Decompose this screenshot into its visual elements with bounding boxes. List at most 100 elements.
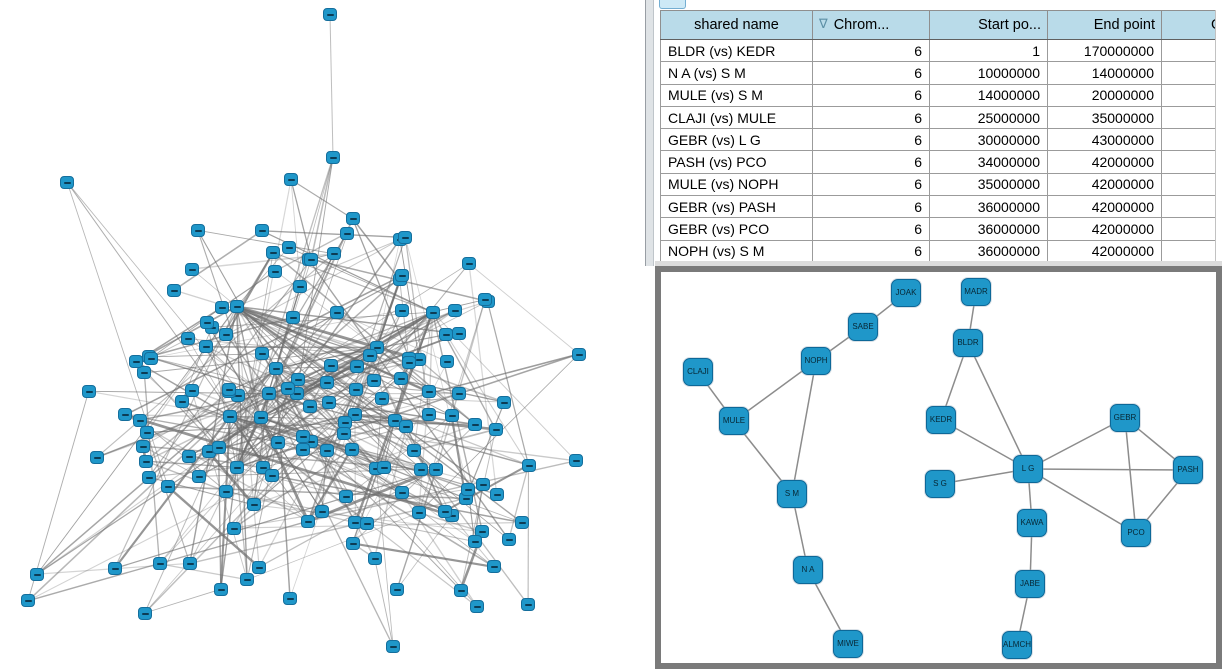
network-node-small[interactable] bbox=[137, 366, 152, 380]
network-node-small[interactable] bbox=[139, 425, 154, 439]
network-edge[interactable] bbox=[1027, 468, 1137, 534]
network-node-small[interactable] bbox=[375, 391, 390, 405]
network-node-jabe[interactable]: JABE bbox=[1015, 570, 1045, 598]
network-node-small[interactable] bbox=[226, 521, 241, 535]
network-node-small[interactable] bbox=[337, 426, 351, 440]
network-node-small[interactable] bbox=[284, 173, 298, 187]
column-header-shared-name[interactable]: shared name bbox=[660, 10, 813, 40]
network-node-small[interactable] bbox=[191, 469, 206, 483]
network-node-small[interactable] bbox=[89, 450, 104, 464]
network-node-small[interactable] bbox=[489, 487, 504, 501]
network-node-small[interactable] bbox=[81, 384, 96, 398]
network-node-small[interactable] bbox=[182, 556, 197, 570]
network-node-small[interactable] bbox=[211, 441, 226, 455]
network-node-small[interactable] bbox=[429, 462, 444, 476]
network-node-small[interactable] bbox=[254, 224, 269, 238]
network-node-small[interactable] bbox=[184, 262, 199, 276]
network-node-almch[interactable]: ALMCH bbox=[1002, 631, 1032, 659]
network-node-small[interactable] bbox=[295, 443, 310, 457]
network-node-bldr[interactable]: BLDR bbox=[953, 329, 983, 357]
network-node-s-g[interactable]: S G bbox=[925, 470, 955, 498]
network-node-small[interactable] bbox=[470, 600, 485, 614]
network-node-small[interactable] bbox=[421, 385, 436, 399]
network-node-small[interactable] bbox=[440, 355, 455, 369]
network-node-small[interactable] bbox=[339, 490, 354, 504]
network-node-small[interactable] bbox=[393, 371, 408, 385]
network-node-small[interactable] bbox=[462, 257, 476, 271]
network-node-gebr[interactable]: GEBR bbox=[1110, 404, 1140, 432]
network-node-small[interactable] bbox=[360, 516, 375, 530]
network-node-small[interactable] bbox=[304, 252, 319, 266]
network-node-joak[interactable]: JOAK bbox=[891, 279, 921, 307]
network-node-s-m[interactable]: S M bbox=[777, 480, 807, 508]
network-node-mule[interactable]: MULE bbox=[719, 407, 749, 435]
table-row[interactable]: BLDR (vs) KEDR61170000000192.0 bbox=[660, 38, 1222, 63]
network-node-kawa[interactable]: KAWA bbox=[1017, 509, 1047, 537]
network-node-small[interactable] bbox=[141, 470, 156, 484]
network-edge[interactable] bbox=[967, 342, 1029, 470]
network-node-small[interactable] bbox=[413, 462, 428, 476]
network-node-small[interactable] bbox=[301, 514, 316, 528]
network-node-small[interactable] bbox=[399, 419, 414, 433]
network-node-small[interactable] bbox=[229, 460, 244, 474]
network-node-small[interactable] bbox=[133, 413, 148, 427]
table-row[interactable]: MULE (vs) NOPH6350000004200000010.5 bbox=[660, 172, 1222, 197]
network-node-small[interactable] bbox=[350, 360, 365, 374]
table-scrollbar-track[interactable] bbox=[1215, 10, 1222, 261]
network-node-small[interactable] bbox=[488, 422, 503, 436]
network-node-small[interactable] bbox=[394, 486, 409, 500]
table-row[interactable]: CLAJI (vs) MULE625000000350000005.9 bbox=[660, 105, 1222, 130]
network-node-small[interactable] bbox=[451, 387, 466, 401]
network-node-madr[interactable]: MADR bbox=[961, 278, 991, 306]
network-node-small[interactable] bbox=[138, 454, 153, 468]
network-node-small[interactable] bbox=[407, 444, 421, 458]
network-node-small[interactable] bbox=[478, 293, 492, 307]
network-node-small[interactable] bbox=[268, 264, 283, 278]
network-node-small[interactable] bbox=[118, 408, 133, 422]
network-node-small[interactable] bbox=[60, 175, 75, 189]
network-node-small[interactable] bbox=[200, 316, 215, 330]
network-node-small[interactable] bbox=[319, 443, 334, 457]
network-node-small[interactable] bbox=[453, 583, 468, 597]
table-row[interactable]: NOPH (vs) S M636000000420000009.9 bbox=[660, 239, 1222, 263]
network-node-small[interactable] bbox=[268, 361, 283, 375]
table-row[interactable]: N A (vs) S M610000000140000006.6 bbox=[660, 61, 1222, 85]
network-node-small[interactable] bbox=[253, 410, 268, 424]
network-node-small[interactable] bbox=[190, 223, 205, 237]
network-edge[interactable] bbox=[791, 360, 817, 495]
network-node-small[interactable] bbox=[199, 340, 214, 354]
tab-fragment[interactable] bbox=[659, 0, 686, 9]
network-node-kedr[interactable]: KEDR bbox=[926, 406, 956, 434]
network-node-small[interactable] bbox=[497, 395, 512, 409]
network-edge[interactable] bbox=[1027, 468, 1189, 471]
network-node-small[interactable] bbox=[295, 429, 310, 443]
table-row[interactable]: GEBR (vs) PCO636000000420000008.4 bbox=[660, 217, 1222, 241]
network-node-small[interactable] bbox=[402, 356, 417, 370]
network-node-small[interactable] bbox=[303, 399, 318, 413]
network-node-noph[interactable]: NOPH bbox=[801, 347, 831, 375]
network-node-small[interactable] bbox=[323, 7, 337, 21]
network-node-small[interactable] bbox=[286, 310, 301, 324]
network-node-small[interactable] bbox=[461, 482, 476, 496]
network-node-small[interactable] bbox=[395, 269, 410, 282]
network-node-small[interactable] bbox=[345, 212, 360, 226]
network-node-small[interactable] bbox=[184, 383, 199, 397]
network-node-small[interactable] bbox=[229, 300, 244, 313]
network-node-small[interactable] bbox=[261, 387, 276, 401]
network-node-small[interactable] bbox=[293, 279, 308, 293]
network-node-small[interactable] bbox=[181, 449, 196, 463]
network-node-small[interactable] bbox=[411, 506, 426, 520]
network-node-small[interactable] bbox=[21, 594, 35, 608]
panel-divider[interactable] bbox=[645, 0, 654, 266]
network-node-small[interactable] bbox=[326, 247, 341, 261]
network-node-small[interactable] bbox=[161, 480, 176, 494]
network-node-small[interactable] bbox=[514, 516, 529, 529]
table-row[interactable]: GEBR (vs) L G6300000004300000016.9 bbox=[660, 128, 1222, 152]
network-edge[interactable] bbox=[1124, 417, 1137, 534]
network-node-small[interactable] bbox=[425, 305, 440, 319]
network-node-small[interactable] bbox=[349, 383, 364, 397]
table-row[interactable]: GEBR (vs) PASH636000000420000008.9 bbox=[660, 195, 1222, 219]
network-node-small[interactable] bbox=[326, 150, 340, 164]
column-header-end-point[interactable]: End point bbox=[1047, 10, 1162, 40]
network-node-small[interactable] bbox=[135, 439, 150, 453]
